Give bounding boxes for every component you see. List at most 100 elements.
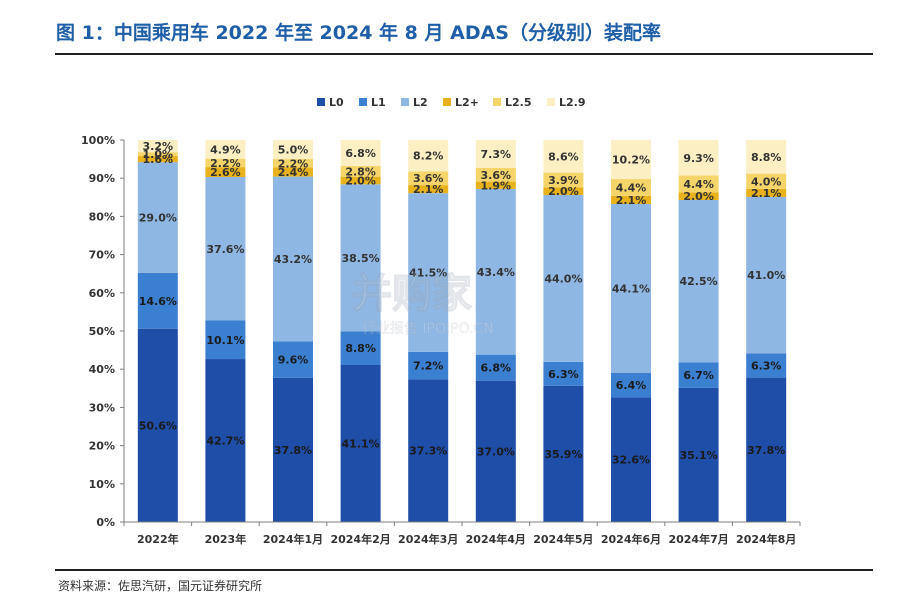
bar-segment [205, 359, 246, 522]
bar-segment [205, 158, 246, 168]
bar-segment [340, 364, 381, 522]
y-axis: 0% 10% 20% 30% 40% 50% 60% 70% 80% 90% 100% [81, 134, 125, 529]
data-label: 5.0% [278, 144, 309, 157]
data-label: 7.2% [413, 360, 444, 373]
data-label: 42.7% [206, 435, 244, 448]
data-label: 43.4% [477, 266, 515, 279]
data-label: 6.8% [345, 147, 376, 160]
bar-segment [408, 171, 449, 186]
data-label: 3.2% [143, 140, 174, 153]
bar-segment [611, 372, 651, 398]
data-labels: 50.6% 14.6% 29.0% 1.6%1.0%3.2% 42.7% 10.1% 37.… [139, 140, 786, 466]
data-label: 32.6% [612, 454, 650, 467]
bar-segment [611, 140, 651, 180]
x-tick-label: 2024年4月 [466, 532, 526, 546]
bar-segment [746, 353, 787, 378]
data-label: 9.6% [278, 354, 309, 367]
x-tick-label: 2024年7月 [668, 532, 728, 546]
x-axis: 2022年 2023年 2024年1月 2024年2月 2024年3月 2024年4月 20… [123, 521, 801, 546]
data-label: 1.9% [481, 179, 512, 192]
data-label: 4.0% [751, 175, 782, 188]
bar-segment [340, 331, 381, 365]
bar-segment [137, 152, 178, 157]
bar-segment [340, 165, 381, 177]
bar-segment [678, 192, 719, 200]
bar-segment [273, 159, 313, 168]
bar-segment [340, 184, 381, 332]
data-label: 35.1% [680, 449, 718, 462]
bar-segment [340, 176, 381, 185]
bar-segment [205, 167, 246, 178]
bar-segment [611, 179, 651, 196]
bar-segment [746, 377, 787, 522]
data-label: 42.5% [680, 275, 718, 288]
y-tick-label: 50% [89, 325, 115, 338]
data-label: 3.9% [548, 174, 579, 187]
data-label: 6.8% [481, 362, 512, 375]
data-label: 2.2% [210, 157, 241, 170]
y-tick-label: 60% [89, 287, 115, 300]
bar-segment [137, 140, 178, 153]
bar-segment [611, 195, 651, 204]
data-label: 41.1% [342, 437, 380, 450]
x-tick-label: 2024年1月 [263, 532, 323, 546]
legend-swatch [493, 98, 501, 106]
data-label: 10.2% [612, 154, 650, 167]
bar-segment [137, 328, 178, 522]
data-label: 2.8% [345, 165, 376, 178]
bar-segment [408, 379, 449, 522]
bar-segment [408, 140, 449, 172]
y-tick-label: 100% [81, 134, 115, 147]
legend-label: L1 [371, 96, 386, 109]
data-label: 2.4% [278, 166, 309, 179]
bar-segment [475, 181, 516, 189]
data-label: 2.1% [751, 187, 782, 200]
data-label: 14.6% [139, 295, 177, 308]
bar-segment [475, 380, 516, 522]
data-label: 37.8% [274, 444, 312, 457]
data-label: 6.7% [683, 369, 714, 382]
bar-segment [746, 188, 787, 197]
data-label: 3.6% [413, 172, 444, 185]
legend-swatch [317, 98, 325, 106]
bar-segment [408, 351, 449, 380]
data-label: 1.6% [143, 153, 174, 166]
bar-segment [408, 193, 449, 352]
bar-segment [205, 320, 246, 360]
data-label: 2.2% [278, 157, 309, 170]
y-tick-label: 70% [89, 249, 115, 262]
bar-segment [611, 397, 651, 522]
bar-segment [137, 272, 178, 329]
data-label: 3.6% [481, 169, 512, 182]
bar-segment [205, 140, 246, 159]
bar-segment [543, 195, 584, 362]
bar-segment [137, 156, 178, 163]
x-tick-label: 2022年 [137, 532, 179, 546]
data-label: 50.6% [139, 419, 177, 432]
data-label: 8.6% [548, 150, 579, 163]
bar-segment [273, 176, 313, 342]
y-tick-label: 30% [89, 401, 115, 414]
data-label: 37.6% [206, 243, 244, 256]
title-rule [55, 53, 873, 55]
data-label: 2.1% [413, 183, 444, 196]
bar-segment [205, 177, 246, 321]
bar-segment [543, 140, 584, 173]
data-label: 8.8% [751, 151, 782, 164]
bar-segment [273, 140, 313, 160]
data-label: 43.2% [274, 253, 312, 266]
legend-label: L2 [413, 96, 428, 109]
y-tick-label: 10% [89, 478, 115, 491]
data-label: 37.3% [409, 445, 447, 458]
legend-swatch [359, 98, 367, 106]
bar-segment [137, 162, 178, 273]
bar-segment [475, 167, 516, 182]
y-tick-label: 90% [89, 172, 115, 185]
bar-segment [746, 140, 787, 174]
data-label: 8.2% [413, 150, 444, 163]
data-label: 2.0% [548, 185, 579, 198]
data-label: 7.3% [481, 148, 512, 161]
data-label: 10.1% [206, 334, 244, 347]
data-label: 44.0% [544, 272, 582, 285]
data-label: 6.3% [751, 360, 782, 373]
